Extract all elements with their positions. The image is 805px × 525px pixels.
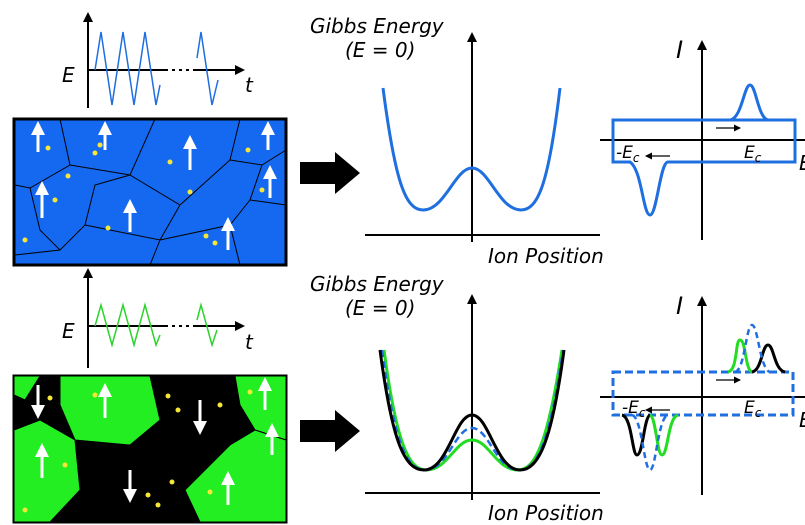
current-y-label: I [676, 292, 683, 320]
diagram: E t Gibbs Energy (E = 0) Ion Position I … [0, 0, 805, 525]
signal-y-label: E [62, 63, 75, 87]
energy-title: Gibbs Energy [310, 14, 445, 38]
current-x-label: E [799, 151, 805, 175]
energy-subtitle: (E = 0) [345, 38, 415, 62]
neg-coercive: -Ec [622, 398, 646, 420]
neg-coercive: -Ec [616, 143, 640, 165]
pos-coercive: Ec [744, 398, 762, 420]
arrow [300, 152, 360, 194]
energy-title: Gibbs Energy [310, 272, 445, 296]
bottom-grains [14, 376, 286, 522]
pos-coercive-sub: c [755, 406, 762, 420]
current-x-label: E [799, 408, 805, 432]
top-energy: Gibbs Energy (E = 0) Ion Position [310, 14, 604, 268]
pos-coercive-sub: c [755, 151, 762, 165]
energy-subtitle: (E = 0) [345, 296, 415, 320]
pos-coercive-main: E [744, 143, 755, 163]
pos-coercive-main: E [744, 398, 755, 418]
energy-x-label: Ion Position [488, 501, 604, 525]
top-grains [14, 119, 286, 265]
top-signal: E t [62, 14, 254, 108]
neg-coercive-main: -E [616, 143, 633, 163]
top-current: I E -Ec Ec [600, 36, 805, 240]
signal-x-label: t [245, 73, 254, 97]
energy-x-label: Ion Position [488, 244, 604, 268]
arrow [300, 410, 360, 452]
current-y-label: I [676, 36, 683, 64]
neg-coercive-main: -E [622, 398, 639, 418]
bottom-energy: Gibbs Energy (E = 0) Ion Position [310, 272, 604, 525]
neg-coercive-sub: c [633, 151, 640, 165]
neg-coercive-sub: c [639, 406, 646, 420]
signal-x-label: t [245, 330, 254, 354]
bottom-current: I E -Ec Ec [600, 292, 805, 495]
signal-y-label: E [62, 319, 75, 343]
pos-coercive: Ec [744, 143, 762, 165]
bottom-signal: E t [62, 270, 254, 368]
